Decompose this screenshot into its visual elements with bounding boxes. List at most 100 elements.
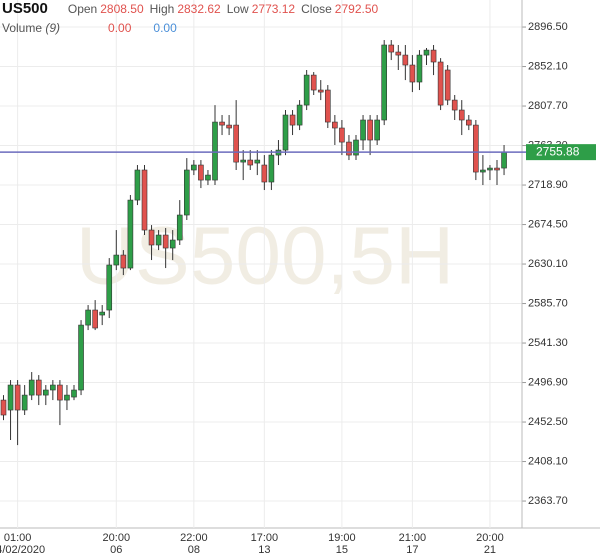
field-label: Low — [226, 2, 249, 16]
candle-body — [42, 389, 49, 396]
candle-body — [296, 104, 303, 126]
header: US500 Open 2808.50 High 2832.62 Low 2773.12 Clo… — [2, 0, 378, 17]
candle-body — [198, 164, 204, 181]
volume: Volume (9) 0.00 0.00 — [2, 21, 177, 35]
candle-body — [64, 394, 70, 401]
y-tick-label: 2541.30 — [528, 337, 568, 349]
candle-body — [155, 234, 162, 246]
candle-body — [106, 264, 113, 311]
candle-body — [332, 121, 338, 129]
candle-body — [465, 119, 472, 126]
candle-body — [430, 49, 437, 63]
y-tick-label: 2496.90 — [528, 376, 568, 388]
y-tick-label: 2452.50 — [528, 416, 568, 428]
candle-body — [487, 167, 493, 171]
x-tick-label: 22:00 — [180, 532, 208, 544]
candle-body — [268, 154, 275, 183]
x-tick-label: 20:00 — [476, 532, 504, 544]
x-date-label: 13 — [258, 544, 270, 556]
candle-body — [353, 139, 359, 156]
candle-body — [317, 89, 324, 93]
y-tick-label: 2896.50 — [528, 21, 568, 33]
candle-body — [226, 124, 232, 129]
candle-body — [233, 124, 239, 163]
x-tick-label: 17:00 — [251, 532, 279, 544]
field-value: 2773.12 — [251, 2, 296, 16]
candle-body — [14, 384, 21, 411]
candle-body — [92, 309, 98, 329]
x-date-label: 21 — [484, 544, 496, 556]
candle-body — [120, 254, 127, 269]
candle-body — [169, 239, 176, 249]
candle-body — [494, 167, 500, 171]
y-tick-label: 2674.50 — [528, 218, 568, 230]
candle-body — [176, 214, 183, 241]
candle-body — [367, 119, 373, 141]
candle-body — [205, 174, 211, 181]
y-tick-label: 2718.90 — [528, 179, 568, 191]
x-tick-label: 19:00 — [328, 532, 356, 544]
candle-body — [50, 384, 56, 391]
candle-body — [78, 324, 84, 391]
candle-body — [99, 311, 105, 316]
candle-body — [374, 119, 380, 141]
candle-body — [458, 109, 465, 121]
candle-body — [247, 159, 254, 166]
x-tick-label: 21:00 — [399, 532, 427, 544]
candle-body — [162, 234, 169, 249]
candle-body — [85, 309, 91, 326]
candle-body — [310, 74, 317, 91]
candle-body — [21, 394, 28, 411]
x-date-label: 15 — [336, 544, 348, 556]
candle-body — [451, 99, 458, 111]
field-label: High — [149, 2, 175, 16]
y-tick-label: 2363.70 — [528, 495, 568, 507]
x-date-label: 04/02/2020 — [0, 544, 45, 556]
candle-body — [360, 119, 366, 141]
candle-body — [282, 114, 289, 151]
candle-body — [184, 169, 190, 216]
candle-body — [0, 399, 7, 416]
candle-body — [57, 384, 63, 401]
volume-value: 0.00 — [153, 21, 177, 35]
candle-body — [289, 114, 296, 126]
candle-body — [127, 199, 134, 269]
candle-body — [423, 49, 430, 56]
candle-body — [346, 141, 352, 156]
volume-value: 0.00 — [108, 21, 132, 35]
volume-label: Volume — [2, 21, 43, 35]
candle-body — [28, 379, 35, 396]
candle-body — [113, 254, 120, 266]
candle-body — [134, 169, 141, 201]
y-tick-label: 2585.70 — [528, 297, 568, 309]
candle-body — [402, 54, 409, 66]
candle-body — [324, 89, 331, 123]
x-tick-label: 01:00 — [4, 532, 32, 544]
candle-body — [7, 384, 14, 411]
candle-body — [261, 164, 268, 183]
candle-body — [148, 229, 155, 246]
x-date-label: 17 — [406, 544, 418, 556]
y-tick-label: 2408.10 — [528, 455, 568, 467]
x-date-label: 08 — [188, 544, 200, 556]
x-tick-label: 20:00 — [103, 532, 131, 544]
candle-body — [141, 169, 148, 231]
symbol: US500 — [2, 0, 48, 17]
candle-body — [35, 379, 42, 396]
candle-body — [501, 151, 507, 169]
candle-body — [437, 61, 444, 106]
candle-body — [240, 159, 246, 163]
price-label: 2755.88 — [536, 144, 580, 158]
candle-body — [212, 121, 218, 181]
y-tick-label: 2852.10 — [528, 60, 568, 72]
candle-body — [388, 44, 395, 53]
field-value: 2792.50 — [334, 2, 379, 16]
candle-body — [480, 169, 486, 173]
watermark: US500,5H — [76, 211, 454, 302]
y-tick-label: 2630.10 — [528, 258, 568, 270]
candle-body — [416, 54, 423, 83]
field-value: 2808.50 — [100, 2, 144, 16]
volume-param: (9) — [45, 21, 61, 35]
